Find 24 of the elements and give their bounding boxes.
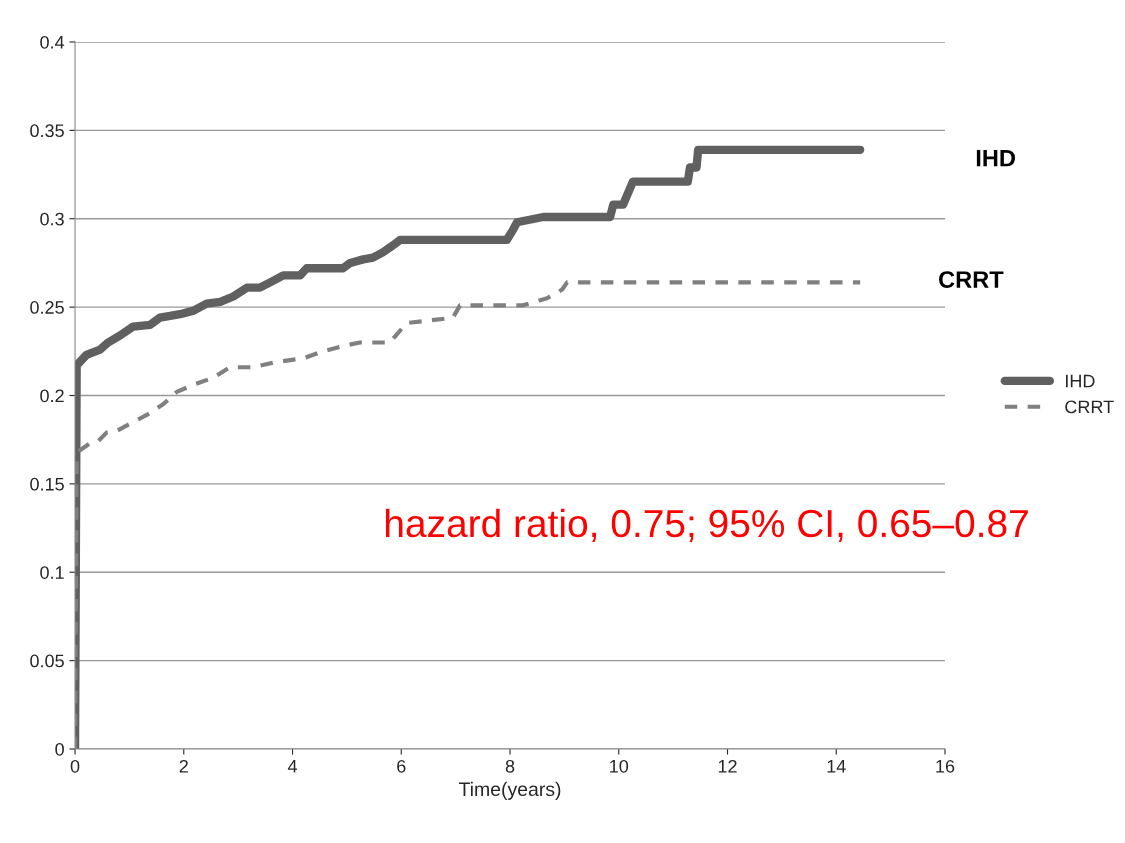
text: IHD [976, 150, 1015, 167]
y-tick-label: 0.1 [40, 566, 64, 579]
y-tick-label: 0 [55, 742, 64, 756]
x-tick-label: 4 [287, 760, 298, 773]
x-tick-label: 0 [70, 759, 80, 773]
x-tick-label: 14 [827, 760, 846, 773]
x-tick-label: 16 [936, 759, 955, 773]
annotation: CRRT [939, 271, 1004, 288]
y-tick-label: 0.35 [30, 124, 64, 138]
y-tick-label: 0.25 [30, 301, 64, 314]
x-tick-label: 6 [397, 759, 406, 773]
y-tick-label: 0.3 [40, 212, 64, 226]
x-tick-label: 2 [179, 759, 188, 773]
y-tick-label: 0.2 [40, 389, 64, 403]
x-tick-label: 8 [505, 759, 515, 773]
x-axis-title: Time(years) [458, 781, 561, 800]
annotation: hazard ratio, 0.75; 95% CI, 0.65–0.87 [386, 508, 1028, 542]
legend-label: IHD [1066, 374, 1095, 388]
y-tick-label: 0.4 [40, 35, 65, 49]
x-tick-label: 10 [610, 759, 629, 773]
legend-label: CRRT [1065, 400, 1114, 414]
y-tick-label: 0.05 [30, 654, 64, 668]
y-tick-label: 0.15 [30, 477, 64, 491]
x-tick-label: 12 [718, 759, 737, 773]
